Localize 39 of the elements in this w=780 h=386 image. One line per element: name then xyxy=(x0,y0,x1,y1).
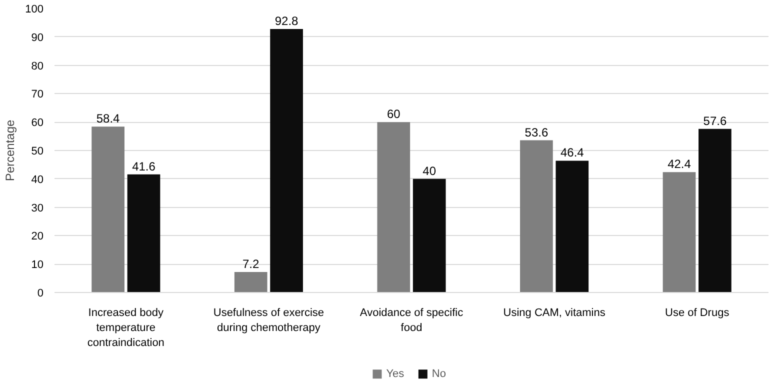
data-label: 7.2 xyxy=(242,257,260,272)
data-label: 92.8 xyxy=(274,14,299,28)
x-tick-label: Usefulness of exercise during chemotherapy xyxy=(213,306,324,334)
y-tick-label: 0 xyxy=(37,288,44,300)
bar xyxy=(377,122,410,292)
data-label: 46.4 xyxy=(560,146,584,160)
data-label: 40 xyxy=(422,164,436,178)
x-tick-label: Using CAM, vitamins xyxy=(503,306,606,319)
bar xyxy=(662,172,696,292)
bar xyxy=(127,174,160,292)
data-label: 60 xyxy=(386,107,401,122)
y-tick-label: 100 xyxy=(25,4,44,16)
data-label: 41.6 xyxy=(132,159,156,174)
y-tick-label: 70 xyxy=(31,88,44,101)
x-tick-label: Avoidance of specific food xyxy=(360,306,464,334)
y-tick-label: 20 xyxy=(31,230,44,243)
x-tick-label: Use of Drugs xyxy=(665,306,730,319)
y-tick-label: 90 xyxy=(31,32,44,44)
bar xyxy=(412,178,446,292)
data-label: 53.6 xyxy=(524,125,548,140)
bar xyxy=(270,28,303,292)
legend-label: No xyxy=(432,368,446,380)
y-tick-label: 60 xyxy=(31,117,44,130)
bar xyxy=(234,272,268,292)
x-tick-label: Increased body temperature contraindication xyxy=(87,306,164,349)
y-tick-label: 10 xyxy=(31,259,44,272)
data-label: 58.4 xyxy=(96,112,120,126)
y-tick-label: 40 xyxy=(31,174,44,186)
bar xyxy=(520,140,553,292)
bar xyxy=(92,126,124,292)
bar xyxy=(698,128,732,292)
bar xyxy=(556,160,589,292)
legend-label: Yes xyxy=(386,368,405,380)
data-label: 57.6 xyxy=(703,114,727,128)
y-tick-label: 80 xyxy=(31,60,44,72)
y-axis-title: Percentage xyxy=(3,119,18,182)
y-tick-label: 30 xyxy=(31,202,44,214)
y-tick-label: 50 xyxy=(31,146,44,158)
data-label: 42.4 xyxy=(668,157,692,172)
